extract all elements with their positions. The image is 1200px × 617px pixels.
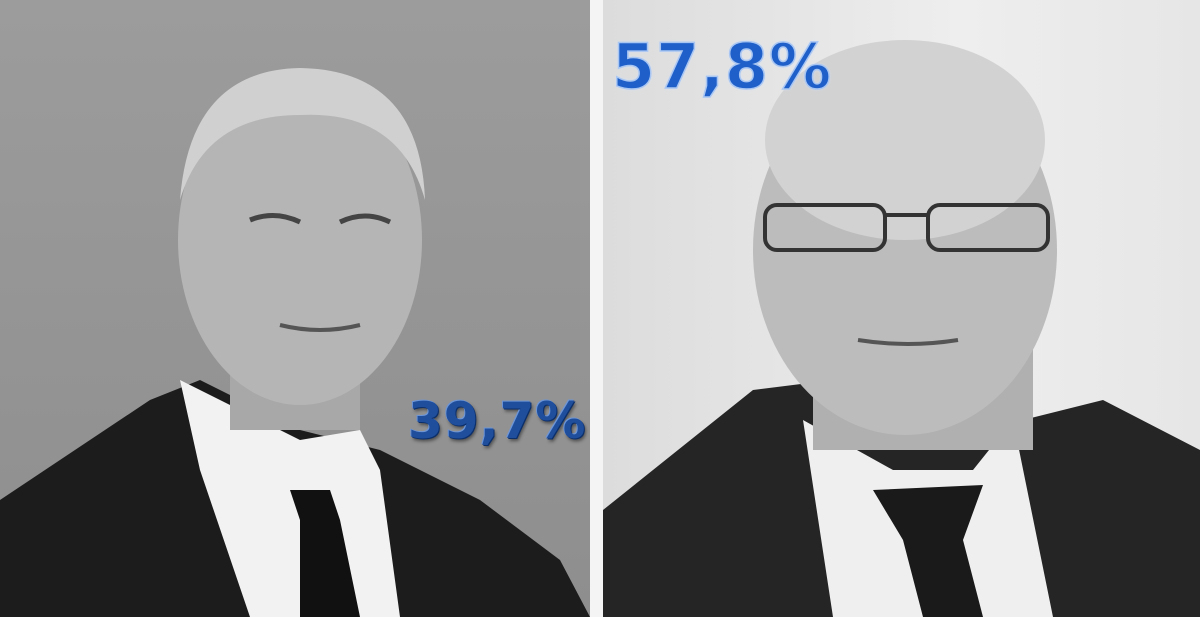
right-candidate-photo: 57,8% (603, 0, 1200, 617)
right-vote-percentage: 57,8% (611, 29, 833, 104)
panel-divider (590, 0, 603, 617)
left-portrait-illustration (0, 68, 590, 617)
right-portrait-illustration (603, 40, 1200, 617)
left-vote-percentage: 39,7% (408, 392, 587, 450)
left-candidate-photo: 39,7% (0, 0, 590, 617)
